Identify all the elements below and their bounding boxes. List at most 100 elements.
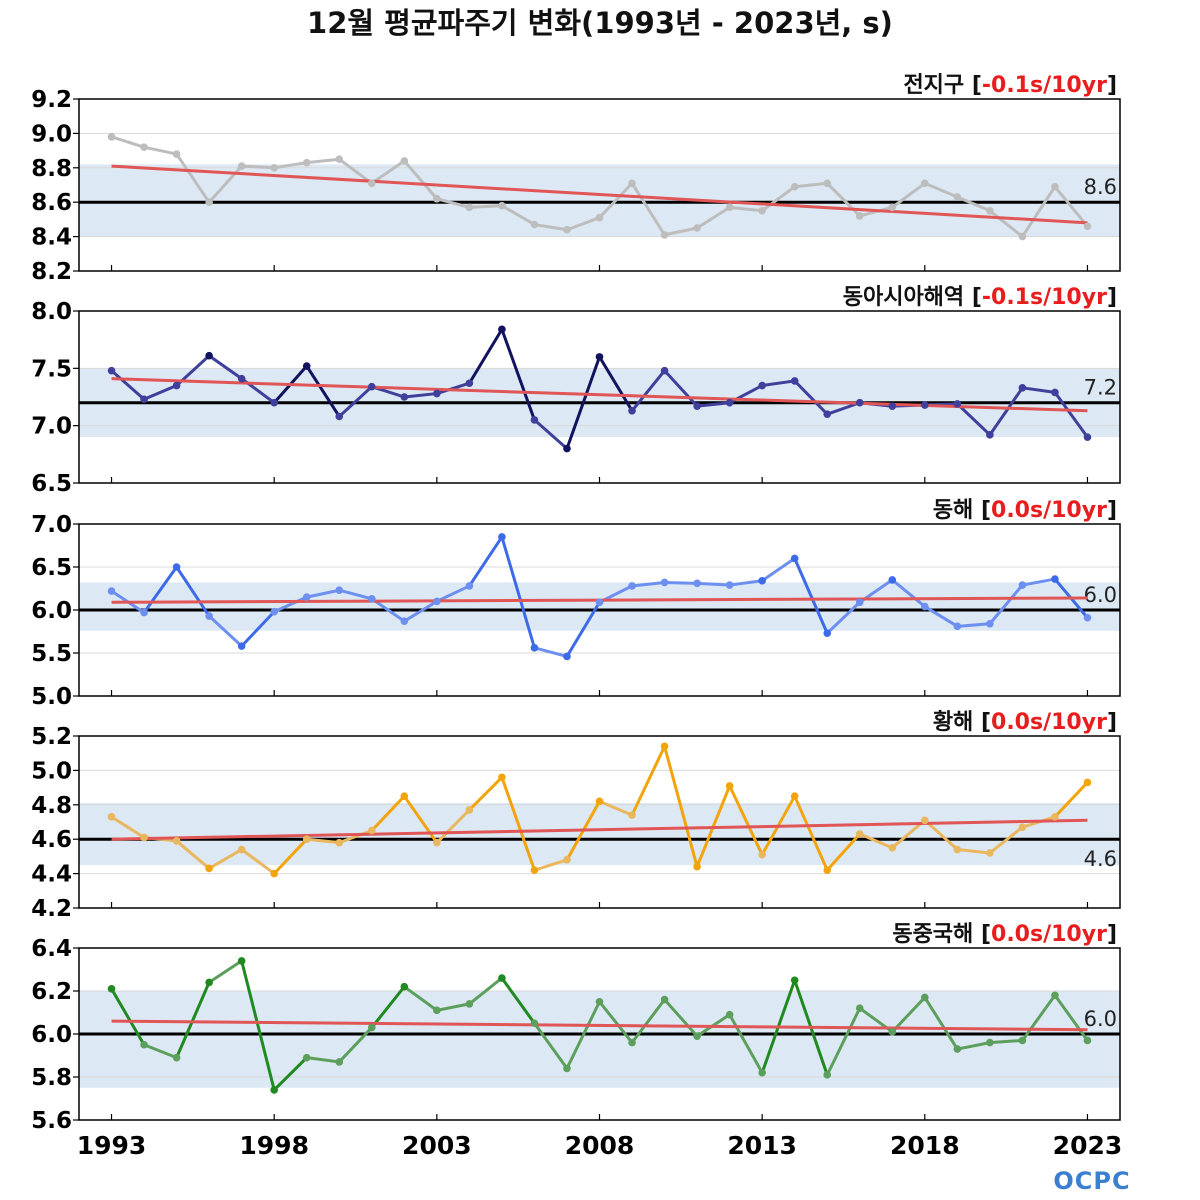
series-segment bbox=[858, 832, 894, 850]
series-segment bbox=[272, 595, 309, 614]
data-point bbox=[660, 231, 669, 239]
data-point bbox=[563, 856, 571, 864]
series-segment bbox=[793, 556, 829, 635]
series-segment bbox=[370, 985, 406, 1030]
data-point bbox=[790, 182, 799, 191]
region-name: 동중국해 bbox=[892, 922, 981, 947]
series-segment bbox=[175, 839, 211, 870]
data-point bbox=[855, 830, 864, 838]
series-segment bbox=[240, 959, 276, 1092]
x-tick-label: 2008 bbox=[565, 1131, 635, 1160]
series-segment bbox=[955, 402, 992, 437]
trend-line bbox=[111, 164, 1088, 225]
series-segment bbox=[1020, 185, 1057, 239]
y-tick-label: 4.4 bbox=[31, 862, 72, 888]
data-point bbox=[367, 826, 376, 835]
data-point bbox=[498, 325, 506, 334]
data-point bbox=[302, 158, 311, 167]
data-point bbox=[823, 629, 832, 638]
data-point bbox=[367, 179, 376, 188]
data-point bbox=[921, 816, 929, 825]
series-segment bbox=[272, 161, 309, 170]
data-point bbox=[953, 622, 962, 631]
data-point bbox=[335, 412, 344, 421]
data-point bbox=[433, 1006, 441, 1015]
series-segment bbox=[402, 794, 439, 845]
data-point bbox=[921, 401, 929, 409]
data-point bbox=[205, 351, 213, 360]
y-tick-label: 6.4 bbox=[31, 936, 72, 962]
panel-2: 6.5 7.0 7.5 8.0 7.2 동아시아해역 [-0.1s/10yr] bbox=[31, 285, 1121, 497]
y-tick-label: 7.0 bbox=[31, 414, 72, 440]
data-point bbox=[530, 416, 539, 424]
bracket-open: [ bbox=[972, 73, 982, 98]
series-segment bbox=[175, 980, 211, 1060]
series-segment bbox=[370, 159, 406, 185]
data-point bbox=[888, 203, 897, 212]
data-point bbox=[823, 410, 832, 419]
series-segment bbox=[337, 829, 374, 845]
series-segment bbox=[305, 588, 341, 599]
x-tick-label: 2018 bbox=[890, 1131, 960, 1160]
panel-title: 동아시아해역 [-0.1s/10yr] bbox=[843, 285, 1117, 310]
y-tick-label: 8.6 bbox=[31, 190, 72, 216]
trend-rate: -0.1s/10yr bbox=[982, 73, 1107, 98]
mean-label: 4.6 bbox=[1084, 847, 1117, 871]
series-segment bbox=[890, 181, 927, 209]
series-segment bbox=[663, 226, 699, 237]
series-segment bbox=[142, 145, 179, 156]
data-point bbox=[530, 644, 539, 652]
series-segment bbox=[825, 401, 862, 416]
series-segment bbox=[1053, 185, 1089, 228]
series-segment bbox=[760, 556, 797, 583]
series-segment bbox=[955, 622, 992, 628]
series-segment bbox=[923, 605, 959, 628]
data-point bbox=[888, 844, 897, 852]
y-tick-label: 9.0 bbox=[31, 121, 72, 147]
data-point bbox=[335, 1058, 344, 1066]
data-point bbox=[595, 353, 604, 361]
series-segment bbox=[988, 1038, 1024, 1045]
data-point bbox=[986, 849, 994, 857]
y-tick-label: 5.0 bbox=[31, 758, 72, 784]
data-point bbox=[563, 652, 571, 661]
series-segment bbox=[728, 579, 764, 587]
data-point bbox=[628, 811, 636, 819]
x-tick-label: 2013 bbox=[727, 1131, 797, 1160]
series-segment bbox=[793, 794, 829, 872]
ocpc-logo: OCPC bbox=[1053, 1167, 1129, 1195]
data-point bbox=[140, 143, 148, 151]
data-point bbox=[1018, 581, 1027, 589]
data-point bbox=[400, 157, 409, 165]
series-segment bbox=[825, 600, 862, 635]
bracket-close: ] bbox=[1107, 710, 1117, 735]
y-tick-label: 8.0 bbox=[31, 299, 72, 325]
series-segment bbox=[663, 369, 699, 408]
data-point bbox=[758, 850, 766, 859]
series-segment bbox=[988, 209, 1024, 239]
series-segment bbox=[825, 832, 862, 872]
series-segment bbox=[467, 204, 504, 209]
series-segment bbox=[598, 181, 634, 220]
y-tick-label: 5.5 bbox=[31, 641, 72, 667]
series-segment bbox=[923, 181, 959, 199]
data-point bbox=[205, 198, 213, 206]
series-segment bbox=[500, 976, 536, 1025]
data-point bbox=[563, 225, 571, 234]
data-point bbox=[465, 1000, 474, 1008]
series-segment bbox=[337, 588, 374, 601]
data-point bbox=[1051, 575, 1059, 583]
series-segment bbox=[240, 610, 276, 648]
panel-1: 8.2 8.4 8.6 8.8 9.0 9.2 8.6 전지구 [-0.1s/10yr] bbox=[31, 73, 1121, 285]
series-segment bbox=[532, 858, 569, 872]
series-segment bbox=[402, 599, 439, 623]
series-segment bbox=[175, 565, 211, 618]
data-point bbox=[400, 982, 409, 991]
series-segment bbox=[1053, 390, 1089, 439]
series-segment bbox=[207, 354, 244, 381]
data-point bbox=[530, 220, 539, 229]
data-point bbox=[628, 1038, 636, 1047]
data-point bbox=[628, 406, 636, 415]
data-point bbox=[270, 1086, 278, 1094]
